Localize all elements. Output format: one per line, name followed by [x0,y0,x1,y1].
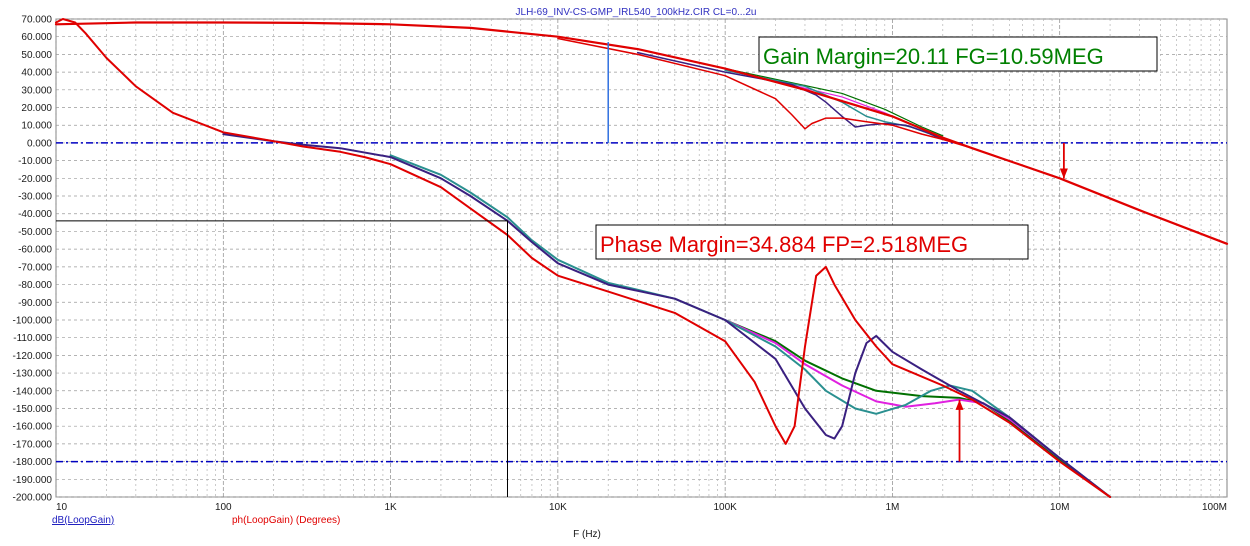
y-tick-label: -190.000 [13,475,53,486]
y-tick-label: -70.000 [18,262,52,273]
y-tick-label: -140.000 [13,386,53,397]
x-tick-label: 100M [1202,502,1227,513]
y-tick-label: 60.000 [21,32,52,43]
phase-margin-arrow-head [955,399,964,410]
gain-margin-arrow-head [1059,168,1068,179]
y-tick-label: -60.000 [18,245,52,256]
phase-margin-label-box [595,224,1029,260]
gain-series-line [557,37,973,149]
y-tick-label: -20.000 [18,174,52,185]
y-tick-label: -160.000 [13,422,53,433]
y-tick-label: 20.000 [21,103,52,114]
y-axis-tick-labels: 70.000 60.000 50.000 40.000 30.000 20.000 10.0… [13,15,53,504]
window-title: JLH-69_INV-CS-GMP_IRL540_100kHz.CIR CL=0… [516,7,757,18]
plot-series [54,18,1229,498]
y-tick-label: -120.000 [13,351,53,362]
y-tick-label: 0.000 [27,138,52,149]
legend-gain-label: dB(LoopGain) [52,515,114,526]
y-tick-label: -170.000 [13,439,53,450]
x-axis-label: F (Hz) [573,529,601,540]
gain-series-line [54,21,1229,245]
y-tick-label: -200.000 [13,493,53,504]
y-tick-label: 30.000 [21,85,52,96]
y-tick-label: -130.000 [13,369,53,380]
margin-annotations: Gain Margin=20.11 FG=10.59MEG Phase Margi… [595,36,1158,462]
x-axis-tick-labels: 10 100 1K 10K 100K 1M 10M 100M [56,502,1227,513]
y-tick-label: -90.000 [18,298,52,309]
phase-series-line [55,18,1112,498]
gain-margin-label-box [758,36,1158,72]
y-tick-label: -10.000 [18,156,52,167]
x-tick-label: 100 [215,502,232,513]
y-tick-label: 10.000 [21,121,52,132]
phase-margin-label-text: Phase Margin=34.884 FP=2.518MEG [600,232,968,257]
y-tick-label: -110.000 [13,333,52,344]
y-tick-label: -50.000 [18,227,52,238]
y-tick-label: -80.000 [18,280,52,291]
phase-series-line [222,133,1112,498]
y-tick-label: 40.000 [21,68,52,79]
y-tick-label: -40.000 [18,209,52,220]
plot-overlays [56,42,609,497]
y-tick-label: 70.000 [21,15,52,26]
x-tick-label: 1K [384,502,397,513]
gain-margin-label-text: Gain Margin=20.11 FG=10.59MEG [763,44,1104,69]
y-tick-label: 50.000 [21,50,52,61]
y-tick-label: -100.000 [13,315,53,326]
x-tick-label: 100K [713,502,737,513]
gain-series-line [724,68,944,137]
x-tick-label: 1M [885,502,899,513]
x-tick-label: 10K [549,502,567,513]
y-tick-label: -30.000 [18,192,52,203]
reference-lines [56,142,1227,463]
legend-phase-label: ph(LoopGain) (Degrees) [232,515,340,526]
y-tick-label: -180.000 [13,457,53,468]
phase-series-line [389,154,1112,498]
x-tick-label: 10 [56,502,68,513]
y-tick-label: -150.000 [13,404,53,415]
x-tick-label: 10M [1050,502,1069,513]
